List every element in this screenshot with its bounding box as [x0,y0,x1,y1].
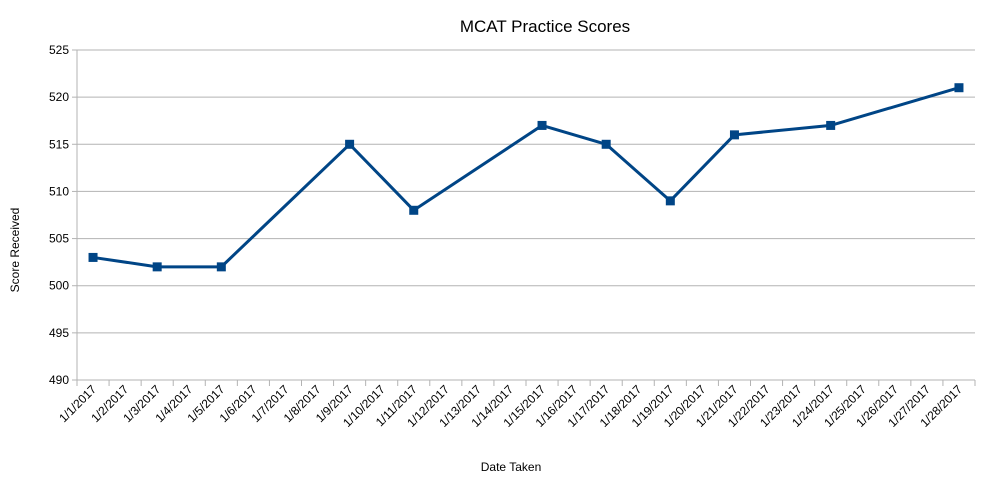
y-tick-label: 495 [49,326,69,340]
y-axis-title: Score Received [8,208,22,293]
y-tick-label: 500 [49,279,69,293]
y-tick-label: 510 [49,184,69,198]
y-tick-label: 525 [49,43,69,57]
data-point [345,139,355,149]
series-markers [88,83,964,272]
data-point [954,83,964,93]
y-tick-label: 505 [49,232,69,246]
data-point [601,139,611,149]
data-point [216,262,226,272]
data-point [537,120,547,130]
chart-title: MCAT Practice Scores [460,17,630,36]
series-line [92,86,960,269]
x-axis-ticks: 1/1/20171/2/20171/3/20171/4/20171/5/2017… [56,380,976,430]
data-point [152,262,162,272]
data-point [729,130,739,140]
data-point [826,120,836,130]
data-point [88,252,98,262]
y-tick-label: 515 [49,137,69,151]
x-axis-title: Date Taken [481,460,542,474]
y-tick-label: 520 [49,90,69,104]
data-point [665,196,675,206]
y-axis-ticks: 490 495 500 505 510 515 520 525 [49,43,77,387]
grid-lines [76,49,975,381]
data-point [409,205,419,215]
y-tick-label: 490 [49,373,69,387]
score-line [92,86,960,269]
